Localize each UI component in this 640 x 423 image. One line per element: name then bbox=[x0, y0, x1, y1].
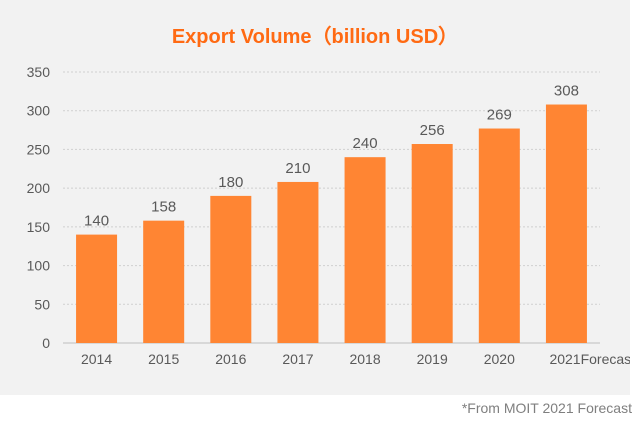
data-label: 140 bbox=[84, 213, 109, 230]
y-tick-label: 0 bbox=[42, 335, 50, 351]
data-label: 180 bbox=[218, 174, 243, 191]
bar bbox=[143, 220, 185, 343]
bar bbox=[344, 157, 386, 343]
x-tick-label: 2020 bbox=[484, 351, 515, 367]
bar bbox=[478, 128, 520, 343]
data-label: 210 bbox=[285, 160, 310, 177]
y-tick-label: 150 bbox=[27, 219, 51, 235]
bar bbox=[210, 195, 252, 343]
bar bbox=[76, 234, 118, 343]
y-tick-label: 100 bbox=[27, 258, 51, 274]
x-tick-label: 2017 bbox=[282, 351, 313, 367]
data-label: 256 bbox=[420, 122, 445, 139]
y-tick-label: 50 bbox=[34, 296, 50, 312]
y-tick-label: 300 bbox=[27, 103, 51, 119]
y-tick-label: 200 bbox=[27, 180, 51, 196]
x-tick-label: 2018 bbox=[349, 351, 380, 367]
source-note: *From MOIT 2021 Forecast bbox=[461, 400, 632, 416]
data-label: 269 bbox=[487, 107, 512, 124]
chart-title: Export Volume（billion USD） bbox=[171, 26, 459, 48]
data-label: 158 bbox=[151, 199, 176, 216]
x-tick-label: 2014 bbox=[81, 351, 112, 367]
y-tick-label: 250 bbox=[27, 141, 51, 157]
x-tick-label: 2016 bbox=[215, 351, 246, 367]
bar bbox=[277, 181, 319, 343]
x-tick-label: 2015 bbox=[148, 351, 179, 367]
data-label: 240 bbox=[353, 135, 378, 152]
x-tick-label: 2021Forecast bbox=[549, 351, 630, 367]
bar bbox=[411, 144, 453, 343]
chart-panel: Export Volume（billion USD） 0 50 100 150 200 2… bbox=[0, 0, 630, 395]
y-tick-label: 350 bbox=[27, 64, 51, 80]
bar bbox=[545, 104, 587, 344]
bar-chart: 0 50 100 150 200 250 300 350 140 2014 158 2015 180 20… bbox=[27, 64, 630, 367]
data-label: 308 bbox=[554, 83, 579, 100]
x-tick-label: 2019 bbox=[417, 351, 448, 367]
